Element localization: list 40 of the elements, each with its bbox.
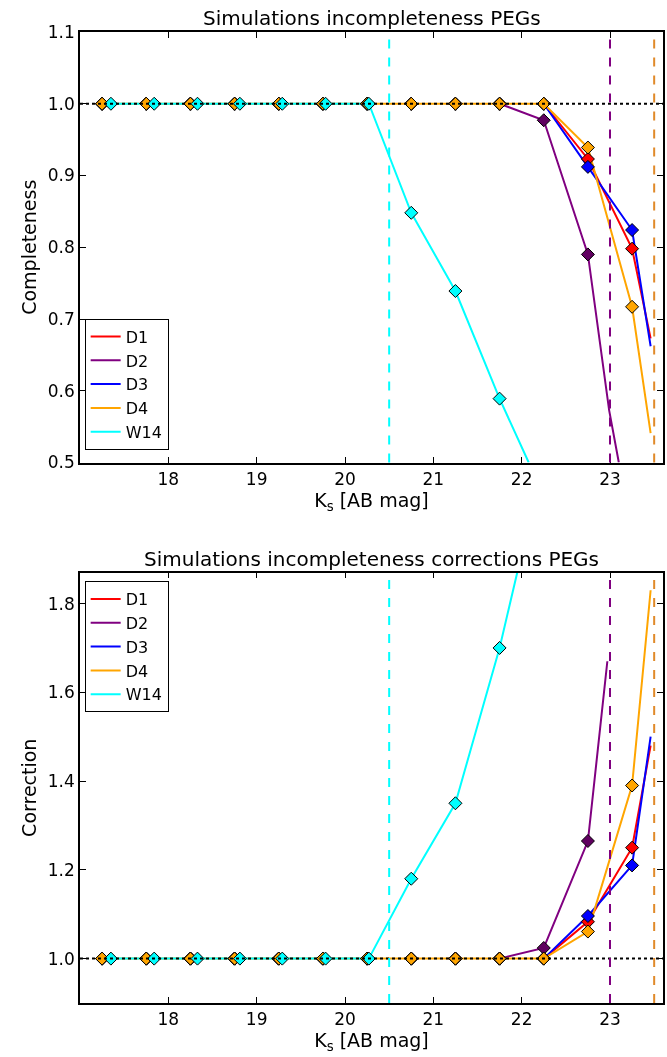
legend-label: D3 [125,637,149,657]
legend-label: D2 [125,351,149,371]
x-tick-label: 21 [422,1009,445,1030]
x-tick-label: 23 [599,468,621,489]
legend-label: W14 [125,422,162,442]
y-tick-label: 0.9 [47,165,75,186]
x-tick-label: 22 [510,468,533,489]
x-tick-label: 19 [245,468,268,489]
y-tick-label: 1.8 [47,593,75,614]
x-tick-label: 21 [422,468,445,489]
y-tick-label: 1.1 [47,21,75,42]
y-tick-label: 1.6 [47,682,75,703]
y-tick-label: 0.7 [47,308,75,329]
legend-label: D2 [125,614,149,634]
legend-label: D1 [125,327,149,347]
y-tick-label: 1.0 [47,93,75,114]
legend-label: D1 [125,590,149,610]
x-tick-label: 20 [334,1009,356,1030]
legend-label: W14 [125,685,162,705]
chart-title: Simulations incompleteness PEGs [203,6,541,30]
x-axis-title: K$_{s}$ [AB mag] [314,488,429,514]
y-tick-label: 0.6 [47,380,75,401]
x-tick-label: 23 [599,1009,621,1030]
chart-title: Simulations incompleteness corrections PEGs [144,547,600,571]
y-tick-label: 0.8 [47,237,75,258]
y-tick-label: 1.4 [47,771,75,792]
y-tick-label: 1.2 [47,859,75,880]
x-axis-title: K$_{s}$ [AB mag] [314,1029,429,1055]
y-tick-label: 1.0 [47,948,75,969]
legend-label: D4 [125,399,149,419]
legend-label: D3 [125,375,149,395]
y-tick-label: 0.5 [47,452,75,473]
y-axis-title: Completeness [18,179,41,315]
x-tick-label: 19 [245,1009,268,1030]
legend-label: D4 [125,661,149,681]
x-tick-label: 18 [157,468,180,489]
y-axis-title: Correction [18,738,41,837]
x-tick-label: 20 [334,468,356,489]
x-tick-label: 18 [157,1009,180,1030]
x-tick-label: 22 [510,1009,533,1030]
